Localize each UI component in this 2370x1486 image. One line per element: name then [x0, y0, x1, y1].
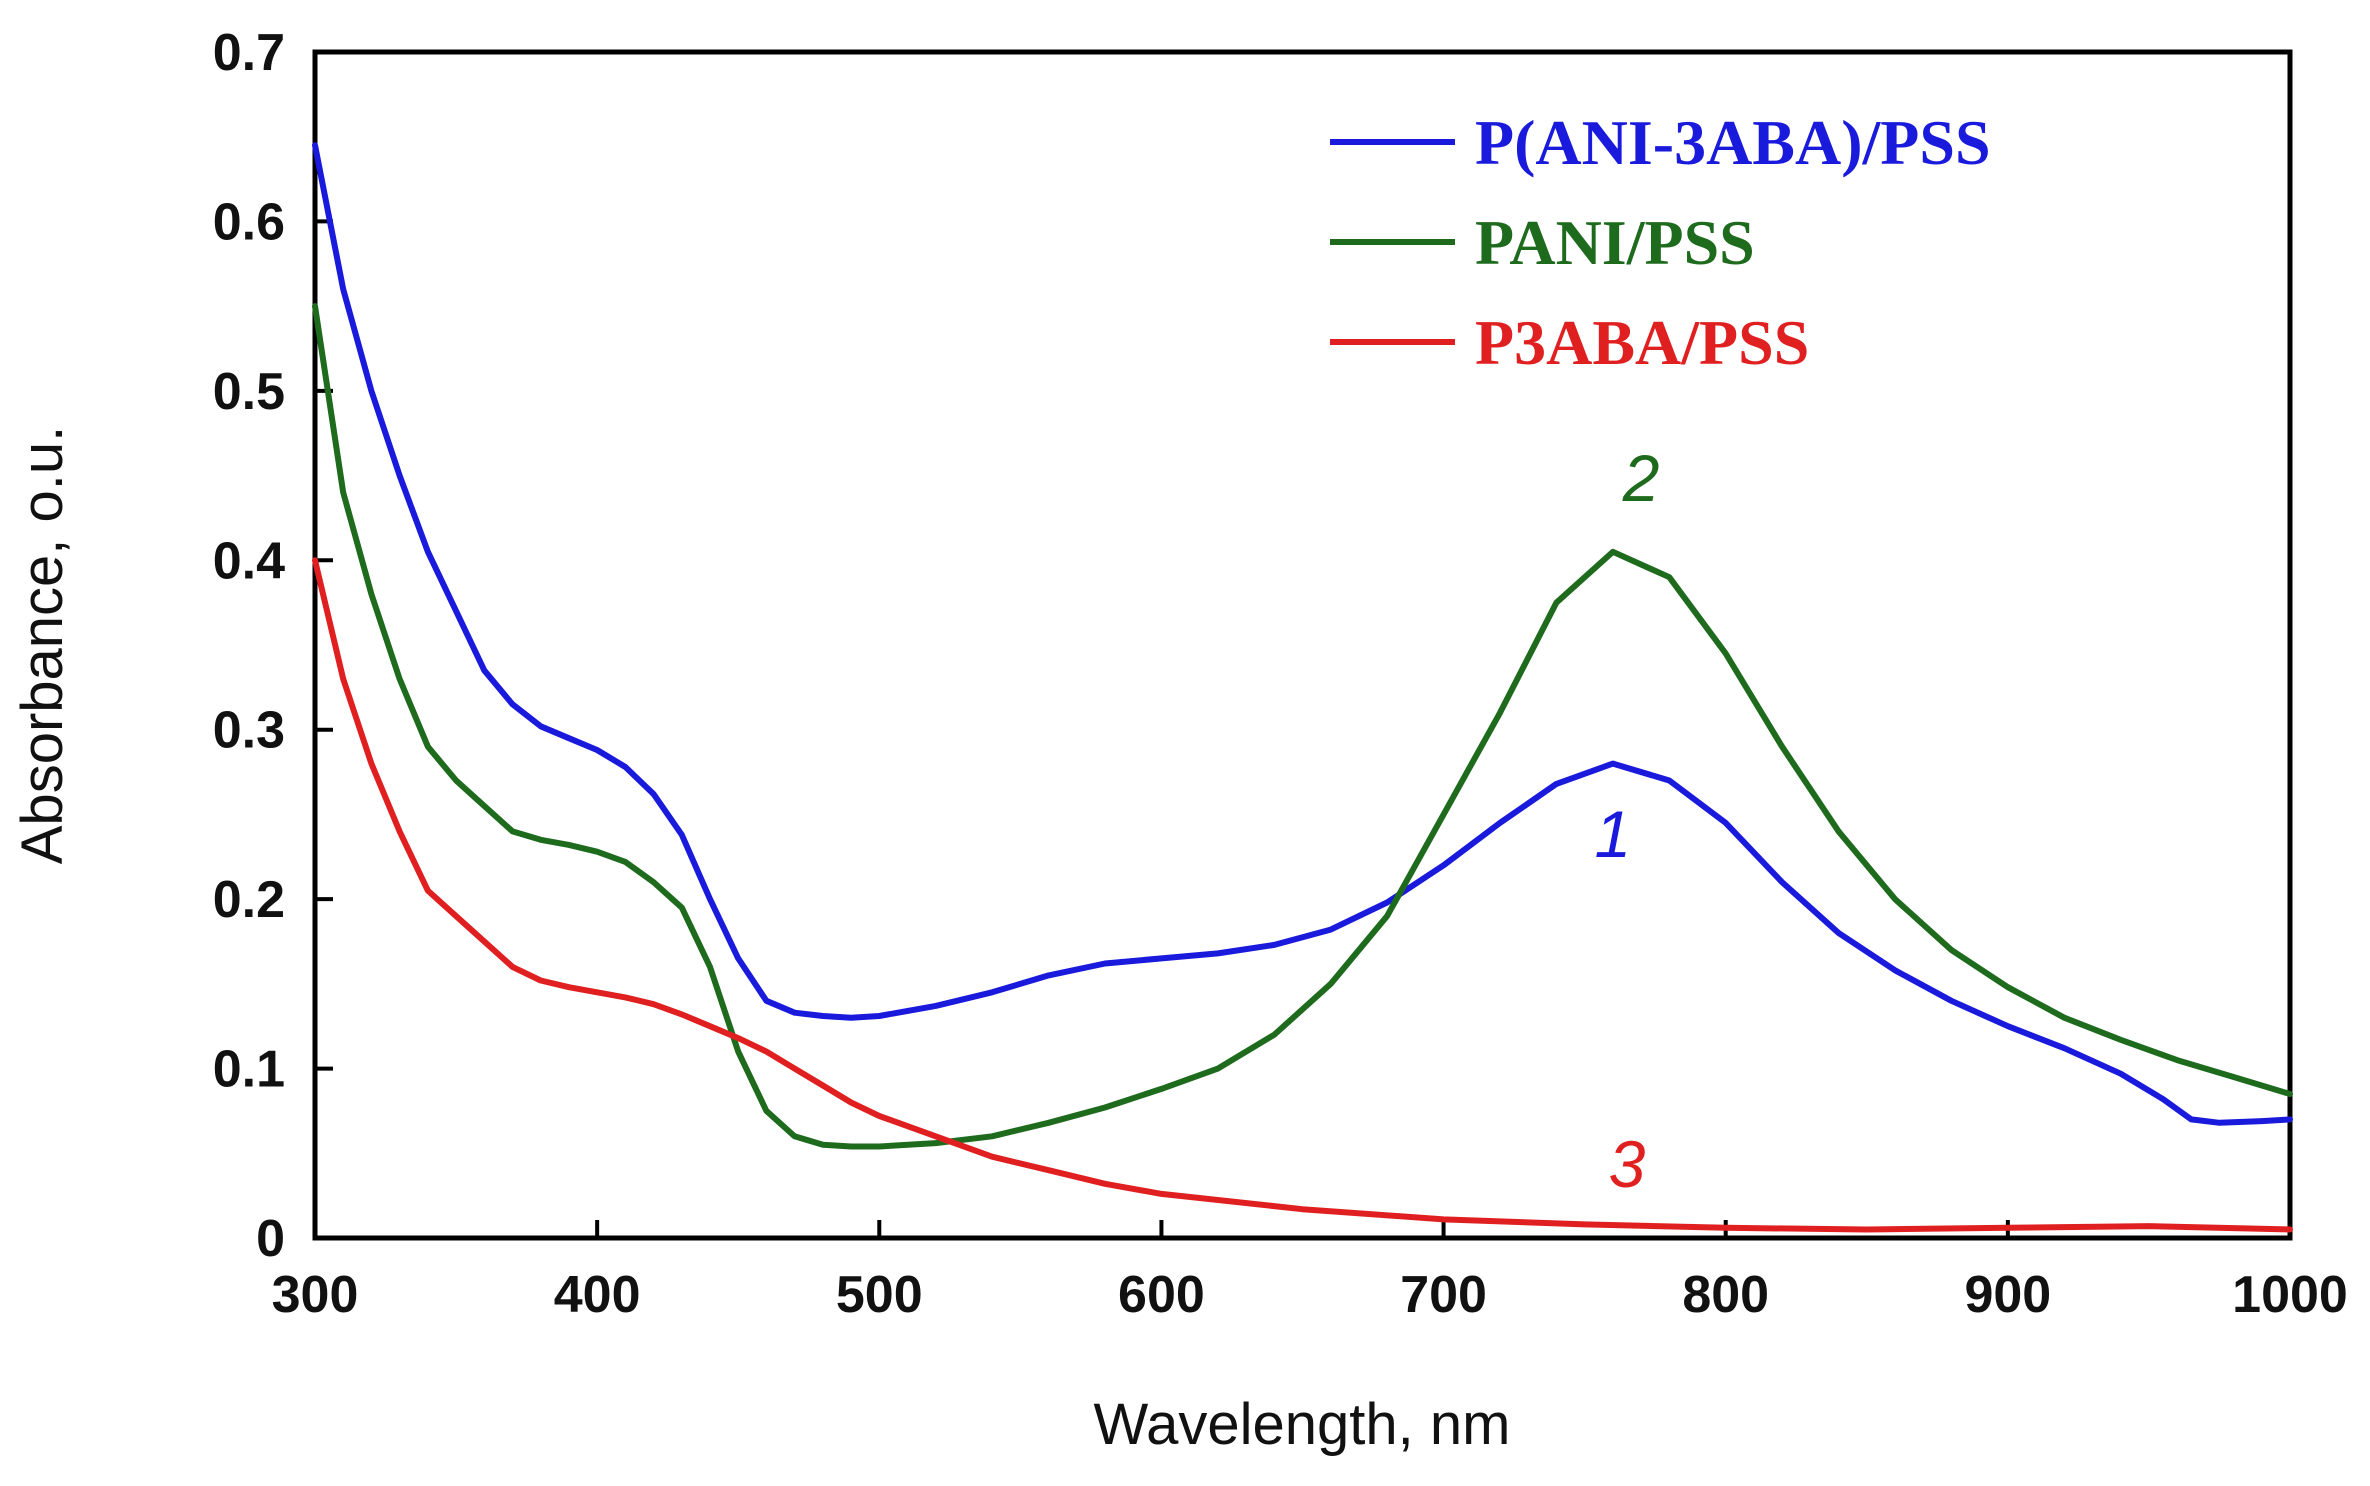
legend: P(ANI-3ABA)/PSS PANI/PSS P3ABA/PSS — [1330, 107, 1991, 378]
x-tick-label: 800 — [1682, 1266, 1769, 1324]
y-tick-label: 0.4 — [213, 532, 285, 590]
series-line-1 — [312, 142, 2293, 1126]
x-axis-ticks: 300 400 500 600 700 800 900 1000 — [272, 1220, 2348, 1324]
series-line-2 — [312, 303, 2293, 1150]
series-layer — [312, 142, 2293, 1233]
x-tick-label: 900 — [1964, 1266, 2051, 1324]
x-tick-label: 700 — [1400, 1266, 1487, 1324]
x-tick-label: 500 — [836, 1266, 923, 1324]
curve-label-1: 1 — [1594, 797, 1631, 871]
y-tick-label: 0.3 — [213, 702, 285, 760]
x-tick-label: 1000 — [2232, 1266, 2348, 1324]
x-tick-label: 300 — [272, 1266, 359, 1324]
series-line-3 — [312, 557, 2293, 1233]
y-tick-label: 0.5 — [213, 363, 285, 421]
y-axis-ticks: 0 0.1 0.2 0.3 0.4 0.5 0.6 0.7 — [213, 24, 333, 1268]
x-tick-label: 400 — [554, 1266, 641, 1324]
y-axis-title: Absorbance, o.u. — [10, 426, 75, 865]
y-tick-label: 0 — [256, 1210, 285, 1268]
legend-entry-1: P(ANI-3ABA)/PSS — [1475, 107, 1991, 178]
y-tick-label: 0.6 — [213, 193, 285, 251]
plot-area — [312, 49, 2293, 1241]
x-tick-label: 600 — [1118, 1266, 1205, 1324]
x-axis-title: Wavelength, nm — [1094, 1392, 1511, 1457]
legend-entry-3: P3ABA/PSS — [1475, 307, 1809, 378]
y-tick-label: 0.7 — [213, 24, 285, 82]
curve-label-3: 3 — [1609, 1127, 1646, 1201]
curve-labels: 1 2 3 — [1594, 441, 1659, 1201]
curve-label-2: 2 — [1622, 441, 1660, 515]
legend-entry-2: PANI/PSS — [1475, 207, 1755, 278]
y-tick-label: 0.2 — [213, 871, 285, 929]
y-tick-label: 0.1 — [213, 1041, 285, 1099]
